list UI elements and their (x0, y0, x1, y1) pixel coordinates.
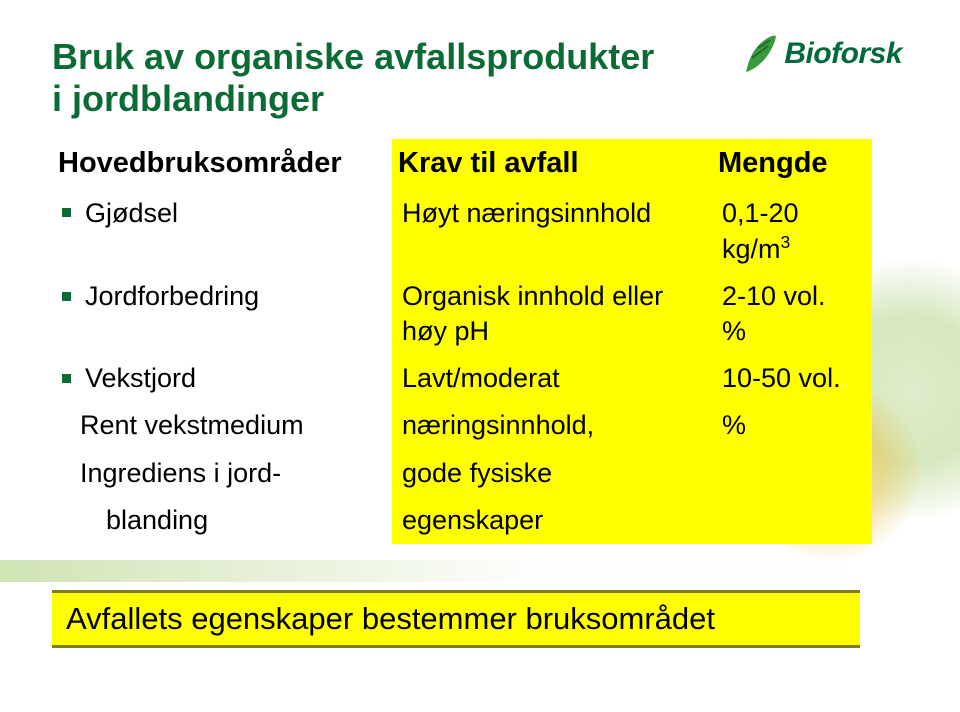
leaf-icon (740, 34, 778, 74)
table-cell: % (712, 402, 872, 449)
table-cell: egenskaper (392, 497, 712, 544)
table-cell: næringsinnhold, (392, 402, 712, 449)
bullet-icon (62, 292, 71, 301)
col-header-3: Mengde (712, 139, 872, 190)
table-cell: Rent vekstmedium (52, 402, 392, 449)
table-cell: 2-10 vol. % (712, 273, 872, 355)
bullet-icon (62, 208, 71, 217)
table-cell (712, 497, 872, 544)
main-table: Hovedbruksområder Krav til avfall Mengde… (52, 139, 872, 544)
bg-bar-gradient (0, 560, 960, 582)
table-cell: Jordforbedring (52, 273, 392, 355)
table-cell: Gjødsel (52, 190, 392, 273)
table-cell: Vekstjord (52, 355, 392, 402)
table-cell: 0,1-20 kg/m3 (712, 190, 872, 273)
page-title: Bruk av organiske avfallsprodukter i jor… (52, 36, 672, 121)
table-cell: 10-50 vol. (712, 355, 872, 402)
table-cell: Organisk innhold eller høy pH (392, 273, 712, 355)
table-cell: Ingrediens i jord- (52, 450, 392, 497)
logo: Bioforsk (740, 34, 902, 74)
logo-text: Bioforsk (784, 37, 902, 71)
table-cell: Høyt næringsinnhold (392, 190, 712, 273)
title-line-2: i jordblandinger (52, 78, 324, 119)
slide-content: Bioforsk Bruk av organiske avfallsproduk… (0, 0, 960, 544)
bullet-icon (62, 374, 71, 383)
footer-highlight: Avfallets egenskaper bestemmer bruksområ… (52, 590, 860, 648)
table-cell: blanding (52, 497, 392, 544)
table-cell (712, 450, 872, 497)
col-header-1: Hovedbruksområder (52, 139, 392, 190)
col-header-2: Krav til avfall (392, 139, 712, 190)
table-cell: gode fysiske (392, 450, 712, 497)
title-line-1: Bruk av organiske avfallsprodukter (52, 36, 654, 77)
table-cell: Lavt/moderat (392, 355, 712, 402)
